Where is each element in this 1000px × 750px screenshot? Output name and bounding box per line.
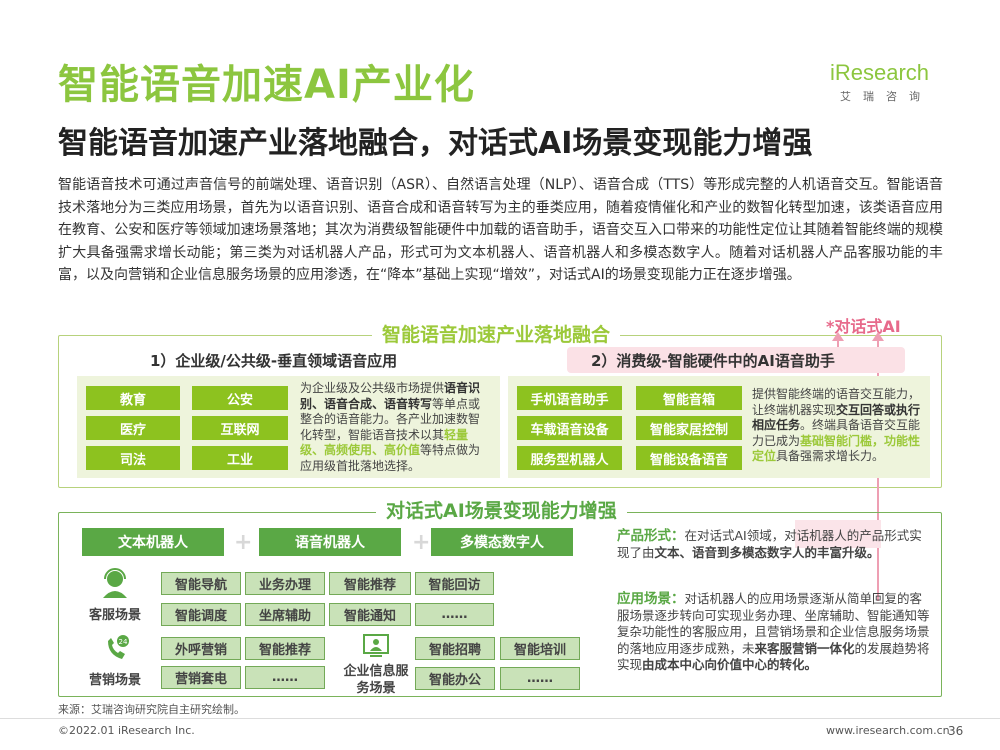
page-number: 36 [948,724,964,738]
tag-internet: 互联网 [192,416,288,440]
tag-medical: 医疗 [86,416,180,440]
intro-paragraph: 智能语音技术可通过声音信号的前端处理、语音识别（ASR）、自然语言处理（NLP）… [58,177,943,284]
cell-smart-notify: 智能通知 [329,603,411,626]
section2-header: 对话式AI场景变现能力增强 [376,496,627,523]
logo-cn: 艾瑞咨询 [840,90,932,103]
iresearch-logo: iResearch 艾瑞咨询 [830,60,945,104]
tag-car-voice: 车载语音设备 [517,416,622,440]
tag-smart-device-voice: 智能设备语音 [636,446,742,470]
bar-text-robot: 文本机器人 [82,528,224,556]
cell-smart-recommend: 智能推荐 [329,572,411,595]
tag-public-security: 公安 [192,386,288,410]
scenario-text: 应用场景：对话机器人的应用场景逐渐从简单回复的客服场景逐步转向可实现业务办理、坐… [617,591,930,672]
highlight-pink [795,520,881,548]
cell-more: …… [245,666,325,689]
label-enterprise-service: 企业信息服务场景 [343,664,409,696]
footer-divider [0,718,1000,719]
svg-text:24: 24 [119,638,128,646]
cell-smart-navigation: 智能导航 [161,572,241,595]
tag-smart-speaker: 智能音箱 [636,386,742,410]
pink-arrow-line-2 [837,340,839,348]
cell-more: …… [415,603,494,626]
tag-phone-assistant: 手机语音助手 [517,386,622,410]
cell-smart-office: 智能办公 [415,667,495,690]
tag-smart-home: 智能家居控制 [636,416,742,440]
pink-arrow-head-2 [832,332,844,341]
ai-label: *对话式AI [826,317,901,336]
pink-arrow-head [872,332,884,341]
tag-industry: 工业 [192,446,288,470]
phone-24h-icon: 24 [108,635,129,659]
plus-icon: + [234,530,253,555]
tag-judiciary: 司法 [86,446,180,470]
cell-smart-training: 智能培训 [500,637,580,660]
section1-right-desc: 提供智能终端的语音交互能力，让终端机器实现交互回答或执行相应任务。终端具备语音交… [752,387,921,463]
cell-smart-callback: 智能回访 [415,572,494,595]
cell-agent-assist: 坐席辅助 [245,603,325,626]
section1-right-title: 2）消费级-智能硬件中的AI语音助手 [591,352,835,370]
label-customer-service: 客服场景 [88,608,141,623]
section1-left-desc: 为企业级及公共级市场提供语音识别、语音合成、语音转写等单点或整合的语音能力。各产… [300,381,481,473]
cell-smart-recommend: 智能推荐 [245,637,325,660]
tag-service-robot: 服务型机器人 [517,446,622,470]
label-marketing: 营销场景 [88,673,141,688]
cell-marketing-leads: 营销套电 [161,666,241,689]
section1-left-title: 1）企业级/公共级-垂直领域语音应用 [150,352,398,370]
page-subtitle: 智能语音加速产业落地融合，对话式AI场景变现能力增强 [58,126,813,161]
source-note: 来源：艾瑞咨询研究院自主研究绘制。 [58,703,245,716]
section1-right-title-bg [567,347,905,373]
cell-more: …… [500,667,580,690]
cell-smart-recruit: 智能招聘 [415,637,495,660]
website-link[interactable]: www.iresearch.com.cn [826,724,950,737]
bar-voice-robot: 语音机器人 [259,528,401,556]
page-title: 智能语音加速AI产业化 [58,62,475,108]
bar-multimodal-human: 多模态数字人 [431,528,573,556]
tag-education: 教育 [86,386,180,410]
cell-smart-dispatch: 智能调度 [161,603,241,626]
section1-header: 智能语音加速产业落地融合 [372,320,621,347]
cell-outbound-marketing: 外呼营销 [161,637,241,660]
product-form-text: 产品形式：在对话式AI领域，对话机器人的产品形式实现了由文本、语音到多模态数字人… [617,528,922,560]
monitor-person-icon [363,634,389,657]
headset-agent-icon [103,568,127,598]
cell-business-handling: 业务办理 [245,572,325,595]
copyright: ©2022.01 iResearch Inc. [58,724,195,737]
plus-icon: + [412,530,431,555]
logo-brand: iResearch [830,60,930,85]
